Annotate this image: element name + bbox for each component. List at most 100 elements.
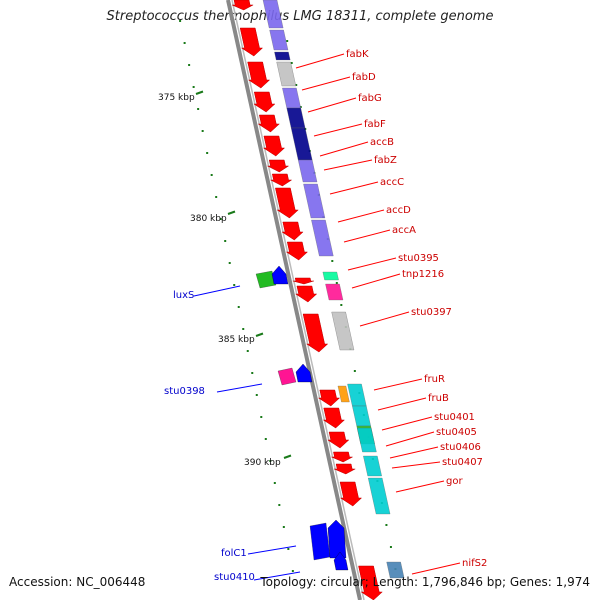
cog-bar — [269, 29, 289, 51]
ruler-dot — [246, 350, 249, 352]
gene-label-forward: fabD — [352, 72, 376, 83]
ruler-dot-right — [389, 546, 392, 548]
forward-gene-arrow — [262, 135, 286, 157]
cog-bars — [262, 0, 405, 579]
tick-label: 390 kbp — [244, 458, 281, 468]
label-line-forward — [385, 431, 435, 447]
forward-gene-arrow — [358, 565, 383, 600]
gene-label-forward: nifS2 — [462, 558, 487, 569]
forward-gene-arrow — [322, 407, 346, 429]
forward-gene-arrow — [267, 159, 290, 173]
forward-gene-arrow — [326, 431, 350, 449]
ruler-dot-right — [295, 84, 298, 86]
forward-gene-arrow — [339, 481, 363, 507]
gene-label-forward: fruB — [428, 393, 449, 404]
label-line-forward — [389, 446, 439, 459]
cog-bar — [352, 405, 371, 427]
label-line-forward — [391, 461, 441, 469]
cog-bar — [322, 271, 339, 281]
ruler-dot — [215, 196, 218, 198]
gene-label-forward: accD — [386, 205, 411, 216]
map-title: Streptococcus thermophilus LMG 18311, co… — [106, 9, 494, 24]
forward-gene-arrow — [331, 451, 353, 463]
label-line-forward — [347, 257, 397, 271]
ruler-dot — [278, 504, 281, 506]
gene-label-forward: fabG — [358, 93, 382, 104]
cog-bar — [347, 383, 367, 407]
ruler-dot — [237, 306, 240, 308]
label-line-forward — [381, 416, 433, 431]
gene-arrows — [232, 0, 383, 600]
ruler-dot — [219, 218, 222, 220]
ruler-dot-right — [385, 524, 388, 526]
forward-gene-arrow — [253, 91, 276, 113]
cog-bar — [303, 183, 326, 219]
label-lines — [193, 53, 461, 581]
gene-label-forward: fabZ — [374, 155, 397, 166]
cog-bar — [274, 51, 291, 61]
gene-label-forward: fabK — [346, 49, 369, 60]
reverse-gene-arrow — [295, 363, 313, 383]
gene-label-forward: stu0397 — [411, 307, 452, 318]
gene-labels: fabK fabD fabG fabF accB fabZ accC accD accA stu0… — [164, 49, 487, 583]
ruler-dot — [282, 526, 285, 528]
ruler-dot — [201, 130, 204, 132]
label-line-forward — [329, 181, 379, 195]
forward-gene-arrow — [257, 114, 280, 133]
ruler-dot-right — [335, 282, 338, 284]
cog-bar — [282, 87, 301, 109]
gene-label-forward: accA — [392, 225, 416, 236]
tick-labels: 375 kbp 380 kbp 385 kbp 390 kbp — [158, 90, 292, 468]
tick-mark — [283, 454, 292, 459]
gene-label-forward: fabF — [364, 119, 386, 130]
gene-label-forward: accC — [380, 177, 404, 188]
label-line-forward — [313, 123, 363, 137]
ruler-dot-right — [340, 304, 343, 306]
label-line-reverse — [253, 571, 301, 581]
ruler-dot — [183, 42, 186, 44]
gene-label-reverse: stu0398 — [164, 386, 205, 397]
ruler-dot-right — [290, 62, 293, 64]
gene-label-reverse: folC1 — [221, 548, 247, 559]
ruler-dot — [192, 86, 195, 88]
forward-gene-arrow — [317, 389, 341, 407]
cog-bar — [286, 107, 306, 129]
ruler-dot — [224, 240, 227, 242]
cog-bar — [337, 385, 350, 403]
topology-text: Topology: circular; Length: 1,796,846 bp… — [260, 575, 590, 589]
label-line-reverse — [193, 285, 241, 297]
cog-bar — [325, 283, 344, 301]
reverse-gene-box — [255, 270, 277, 289]
cog-bar — [290, 127, 313, 161]
reverse-gene-arrow — [271, 265, 289, 285]
gene-label-forward: tnp1216 — [402, 269, 444, 280]
gene-label-forward: accB — [370, 137, 394, 148]
label-line-forward — [295, 53, 345, 69]
cog-bar — [367, 477, 391, 515]
cog-bar — [363, 455, 382, 477]
forward-gene-arrow — [334, 463, 356, 475]
accession-text: Accession: NC_006448 — [9, 575, 146, 589]
tick-mark — [195, 90, 204, 95]
forward-gene-arrow — [247, 61, 271, 89]
cog-bar — [386, 561, 405, 579]
backbone-axis — [226, 0, 365, 600]
gene-label-forward: stu0405 — [436, 427, 477, 438]
ruler-dot — [228, 262, 231, 264]
ruler-dot-right — [299, 106, 302, 108]
forward-gene-arrow — [270, 173, 293, 187]
reverse-gene-arrow — [327, 519, 347, 559]
ruler-dot — [251, 372, 254, 374]
ruler-dot — [287, 548, 290, 550]
label-line-forward — [319, 141, 369, 157]
gene-label-reverse: stu0410 — [214, 572, 255, 583]
ruler-dot — [206, 152, 209, 154]
gene-label-forward: gor — [446, 476, 463, 487]
gene-label-forward: stu0406 — [440, 442, 481, 453]
forward-gene-arrow — [281, 221, 304, 241]
backbone-shade — [231, 0, 365, 600]
ruler-dot — [197, 108, 200, 110]
ruler-dot — [264, 438, 267, 440]
forward-gene-arrow — [302, 313, 329, 353]
reverse-gene-box — [309, 522, 331, 561]
